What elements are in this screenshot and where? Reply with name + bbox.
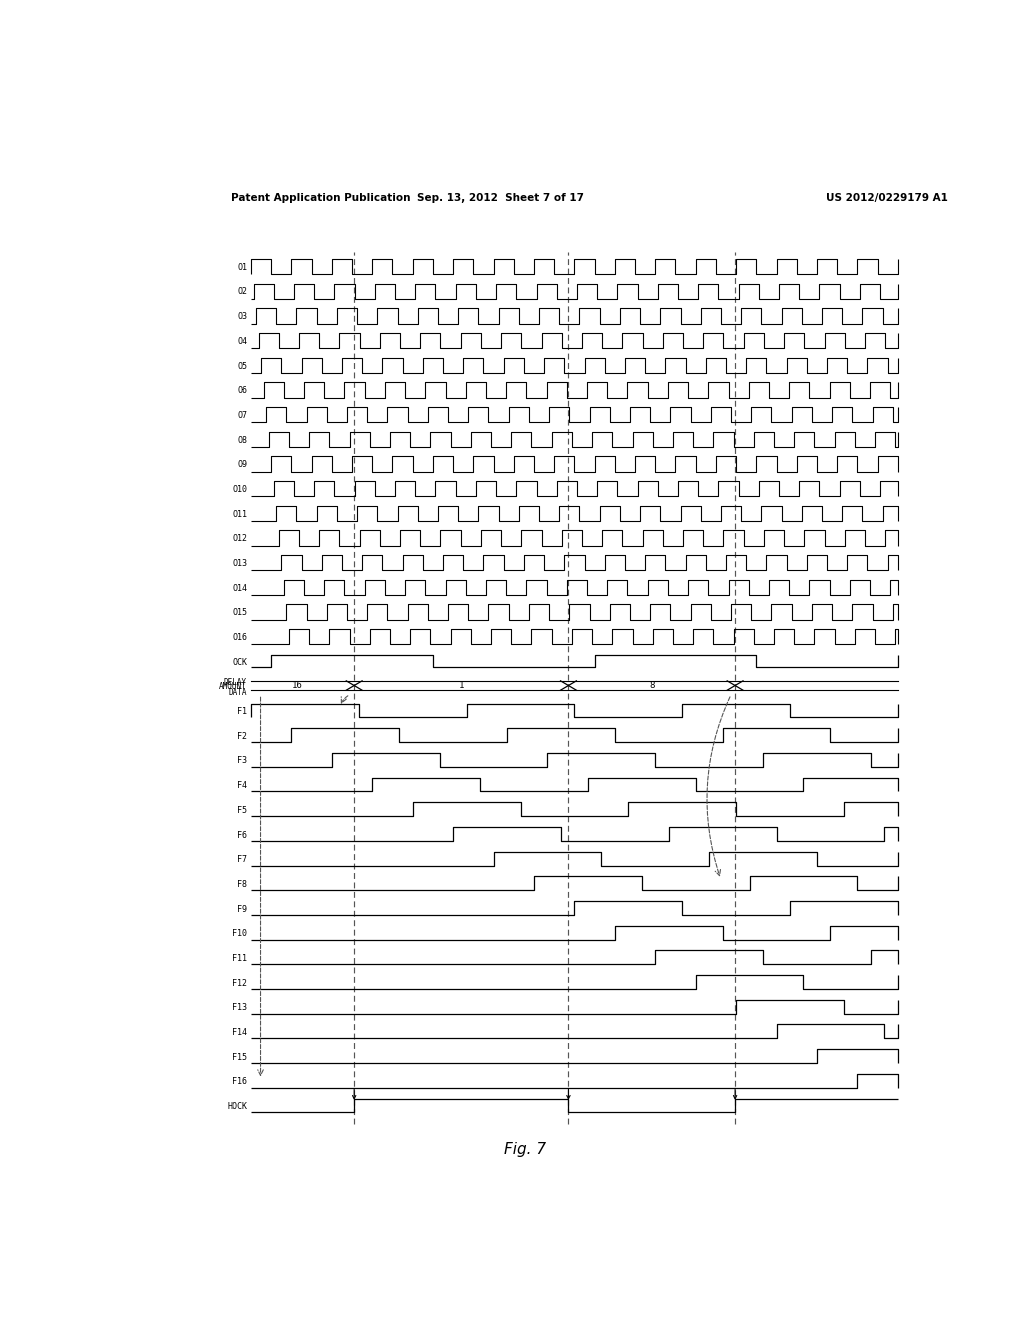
Text: O9: O9: [237, 461, 247, 470]
Text: Sep. 13, 2012  Sheet 7 of 17: Sep. 13, 2012 Sheet 7 of 17: [418, 193, 585, 203]
Text: Patent Application Publication: Patent Application Publication: [231, 193, 411, 203]
Text: F5: F5: [237, 805, 247, 814]
Text: F6: F6: [237, 830, 247, 840]
Text: O1: O1: [237, 263, 247, 272]
Text: DATA: DATA: [228, 688, 247, 697]
Text: F16: F16: [232, 1077, 247, 1086]
Text: F7: F7: [237, 855, 247, 865]
Text: OCK: OCK: [232, 657, 247, 667]
Text: O3: O3: [237, 312, 247, 321]
Text: O11: O11: [232, 510, 247, 519]
Text: AMOUNT: AMOUNT: [219, 682, 247, 692]
Text: F10: F10: [232, 929, 247, 939]
Text: F9: F9: [237, 904, 247, 913]
Text: 16: 16: [292, 681, 303, 690]
Text: F14: F14: [232, 1028, 247, 1038]
Text: F2: F2: [237, 731, 247, 741]
Text: O10: O10: [232, 484, 247, 494]
Text: F8: F8: [237, 880, 247, 888]
Text: DELAY: DELAY: [224, 677, 247, 686]
Text: O14: O14: [232, 583, 247, 593]
Text: F11: F11: [232, 954, 247, 964]
Text: O4: O4: [237, 337, 247, 346]
Text: O2: O2: [237, 288, 247, 297]
Text: F3: F3: [237, 756, 247, 766]
Text: O12: O12: [232, 535, 247, 544]
Text: 1: 1: [459, 681, 464, 690]
Text: O6: O6: [237, 387, 247, 395]
Text: F1: F1: [237, 708, 247, 717]
Text: O8: O8: [237, 436, 247, 445]
Text: F4: F4: [237, 781, 247, 791]
Text: O15: O15: [232, 609, 247, 618]
Text: Fig. 7: Fig. 7: [504, 1142, 546, 1156]
Text: O13: O13: [232, 558, 247, 568]
Text: 8: 8: [649, 681, 654, 690]
Text: O5: O5: [237, 362, 247, 371]
Text: F15: F15: [232, 1052, 247, 1061]
Text: F13: F13: [232, 1003, 247, 1012]
Text: US 2012/0229179 A1: US 2012/0229179 A1: [826, 193, 948, 203]
Text: O16: O16: [232, 634, 247, 642]
Text: F12: F12: [232, 978, 247, 987]
Text: O7: O7: [237, 411, 247, 420]
Text: HOCK: HOCK: [227, 1102, 247, 1111]
